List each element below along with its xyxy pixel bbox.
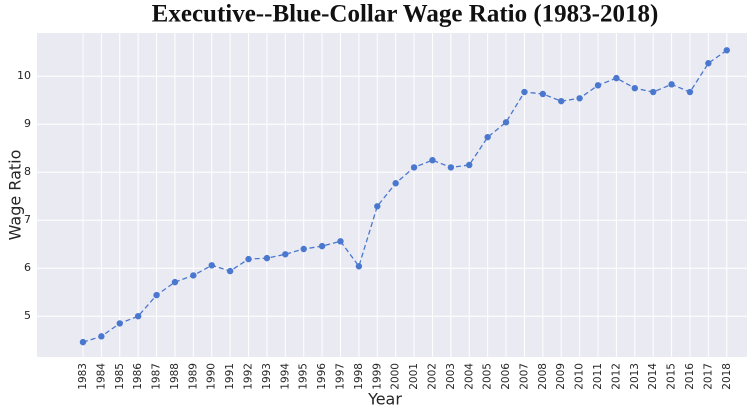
point	[668, 81, 675, 88]
point	[484, 133, 491, 141]
x-tick-label: 2002	[426, 363, 438, 390]
x-tick-label: 1996	[316, 363, 328, 390]
point	[466, 161, 473, 169]
y-axis-label: Wage Ratio	[6, 150, 25, 241]
x-tick-label: 2015	[666, 363, 678, 390]
x-tick-label: 2007	[518, 363, 530, 390]
x-tick-label: 2010	[574, 363, 586, 390]
point	[337, 238, 344, 245]
x-tick-label: 2005	[482, 363, 494, 390]
x-tick-label: 1992	[243, 363, 255, 390]
x-tick-label: 1997	[334, 363, 346, 390]
chart-title: Executive--Blue-Collar Wage Ratio (1983-…	[152, 1, 659, 28]
point	[98, 333, 105, 340]
x-tick-label: 2004	[463, 363, 475, 390]
point	[300, 245, 307, 253]
x-tick-label: 1984	[95, 363, 107, 390]
y-tick-label: 9	[24, 117, 31, 130]
point	[392, 180, 399, 187]
point	[318, 242, 326, 250]
x-tick-label: 2016	[684, 363, 696, 390]
x-tick-label: 1990	[206, 363, 218, 390]
point	[558, 97, 565, 105]
point	[631, 85, 638, 92]
point	[153, 291, 160, 299]
point	[539, 90, 547, 98]
x-tick-label: 2000	[390, 363, 402, 390]
point	[190, 272, 197, 279]
x-axis-label: Year	[367, 390, 402, 409]
x-tick-label: 2011	[592, 363, 604, 390]
point	[723, 47, 730, 54]
x-tick-label: 2009	[555, 363, 567, 390]
y-tick-label: 10	[17, 69, 31, 82]
x-tick-label: 1995	[298, 363, 310, 390]
point	[79, 338, 87, 346]
x-tick-label: 1983	[77, 363, 89, 390]
x-tick-label: 1993	[261, 363, 273, 390]
point	[134, 313, 142, 320]
y-tick-label: 5	[24, 309, 31, 322]
x-tick-label: 2003	[445, 363, 457, 390]
point	[245, 255, 252, 263]
point	[263, 254, 271, 262]
plot-area	[37, 33, 747, 357]
x-tick-label: 2006	[500, 363, 512, 390]
point	[576, 95, 583, 102]
line	[82, 49, 728, 343]
x-tick-label: 2012	[610, 363, 622, 390]
point	[171, 278, 179, 286]
x-tick-label: 1998	[353, 363, 365, 390]
x-tick-label: 1987	[151, 363, 163, 390]
x-tick-label: 2014	[647, 363, 659, 390]
y-tick-label: 6	[24, 261, 31, 274]
point	[226, 267, 234, 275]
x-tick-label: 1999	[371, 363, 383, 390]
point	[429, 157, 436, 164]
point	[594, 82, 602, 89]
x-tick-label: 1986	[132, 363, 144, 390]
point	[282, 251, 289, 258]
point	[447, 164, 455, 171]
point	[649, 88, 657, 96]
point	[521, 88, 528, 96]
x-tick-label: 1988	[169, 363, 181, 390]
point	[208, 262, 215, 269]
point	[374, 203, 381, 210]
y-tick-label: 7	[24, 213, 31, 226]
point	[705, 60, 712, 67]
x-tick-label: 1985	[114, 363, 126, 390]
point	[410, 164, 418, 171]
y-tick-label: 8	[24, 165, 31, 178]
point	[355, 263, 363, 270]
x-tick-label: 2001	[408, 363, 420, 390]
point	[502, 119, 510, 126]
point	[613, 74, 620, 82]
x-tick-label: 2017	[702, 363, 714, 390]
point	[686, 88, 694, 96]
point	[116, 320, 123, 327]
x-tick-label: 1989	[187, 363, 199, 390]
x-tick-label: 2008	[537, 363, 549, 390]
x-tick-label: 1991	[224, 363, 236, 390]
x-tick-label: 1994	[279, 363, 291, 390]
x-tick-label: 2018	[721, 363, 733, 390]
x-tick-label: 2013	[629, 363, 641, 390]
